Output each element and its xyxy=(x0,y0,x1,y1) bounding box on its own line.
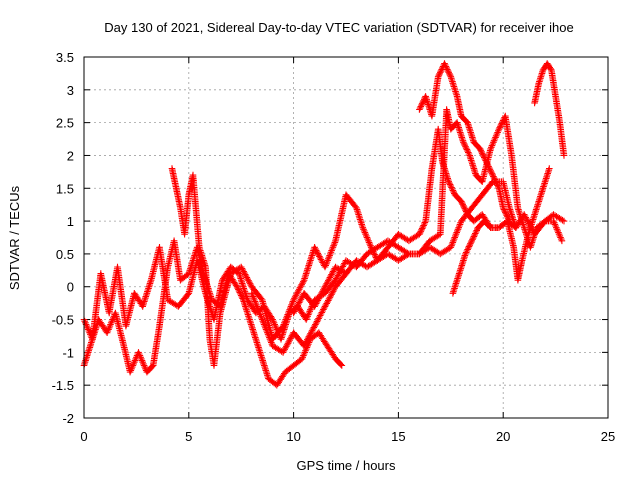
series-trace-5 xyxy=(416,60,513,225)
y-tick-label: -1 xyxy=(62,345,74,360)
data-markers xyxy=(168,125,566,369)
y-tick-label: -1.5 xyxy=(52,378,74,393)
data-markers xyxy=(449,165,553,297)
y-tick-label: 1 xyxy=(67,214,74,229)
y-tick-label: 2.5 xyxy=(56,116,74,131)
plot-frame xyxy=(83,56,609,419)
data-markers xyxy=(416,60,513,225)
series-trace-7 xyxy=(531,60,568,159)
x-tick-label: 0 xyxy=(80,429,87,444)
data-markers xyxy=(248,270,350,356)
series-trace-3 xyxy=(168,125,566,369)
y-tick-label: -0.5 xyxy=(52,313,74,328)
series-trace-6 xyxy=(449,165,553,297)
chart-title: Day 130 of 2021, Sidereal Day-to-day VTE… xyxy=(104,20,573,35)
data-markers xyxy=(290,106,568,317)
y-tick-label: 3.5 xyxy=(56,50,74,65)
x-tick-label: 15 xyxy=(391,429,405,444)
data-markers xyxy=(531,60,568,159)
y-axis-label: SDTVAR / TECUs xyxy=(7,185,22,290)
y-tick-label: 1.5 xyxy=(56,181,74,196)
series-trace-4 xyxy=(290,106,568,317)
y-tick-label: 3 xyxy=(67,83,74,98)
y-tick-label: 2 xyxy=(67,148,74,163)
data-markers xyxy=(80,178,520,343)
series-trace-1 xyxy=(80,178,520,343)
x-tick-label: 20 xyxy=(496,429,510,444)
series-trace-8 xyxy=(248,270,350,356)
grid xyxy=(84,57,608,418)
x-tick-label: 25 xyxy=(601,429,615,444)
y-tick-label: 0 xyxy=(67,280,74,295)
series xyxy=(80,60,568,389)
x-axis-label: GPS time / hours xyxy=(297,458,396,473)
ticks: 0 5 10 15 20 25 -2 -1.5 -1 -0.5 0 0.5 1 1.5 2 2.5 3 3.5 xyxy=(52,50,616,444)
y-tick-label: -2 xyxy=(62,411,74,426)
y-tick-label: 0.5 xyxy=(56,247,74,262)
x-tick-label: 5 xyxy=(185,429,192,444)
x-tick-label: 10 xyxy=(286,429,300,444)
